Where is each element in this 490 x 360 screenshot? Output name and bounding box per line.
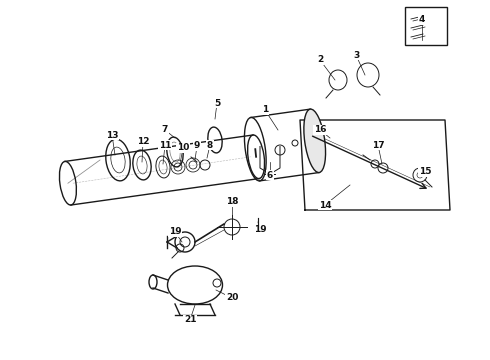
Text: 1: 1 <box>262 105 268 114</box>
Text: 7: 7 <box>162 126 168 135</box>
Text: 5: 5 <box>214 99 220 108</box>
Text: 19: 19 <box>254 225 266 234</box>
Text: 21: 21 <box>184 315 196 324</box>
Ellipse shape <box>304 109 325 172</box>
Text: 18: 18 <box>226 198 238 207</box>
Text: 19: 19 <box>169 228 181 237</box>
Text: 9: 9 <box>194 141 200 150</box>
Text: 14: 14 <box>318 201 331 210</box>
Text: 12: 12 <box>137 138 149 147</box>
Text: 2: 2 <box>317 55 323 64</box>
Text: 20: 20 <box>226 293 238 302</box>
Text: 10: 10 <box>177 144 189 153</box>
Text: 8: 8 <box>207 140 213 149</box>
Text: 3: 3 <box>353 50 359 59</box>
Text: 16: 16 <box>314 126 326 135</box>
Text: 11: 11 <box>159 140 171 149</box>
Circle shape <box>254 226 262 234</box>
Text: 13: 13 <box>106 130 118 139</box>
Text: 17: 17 <box>372 140 384 149</box>
Text: 4: 4 <box>419 15 425 24</box>
Text: 6: 6 <box>267 171 273 180</box>
Text: 15: 15 <box>419 167 431 176</box>
Bar <box>405 7 447 45</box>
